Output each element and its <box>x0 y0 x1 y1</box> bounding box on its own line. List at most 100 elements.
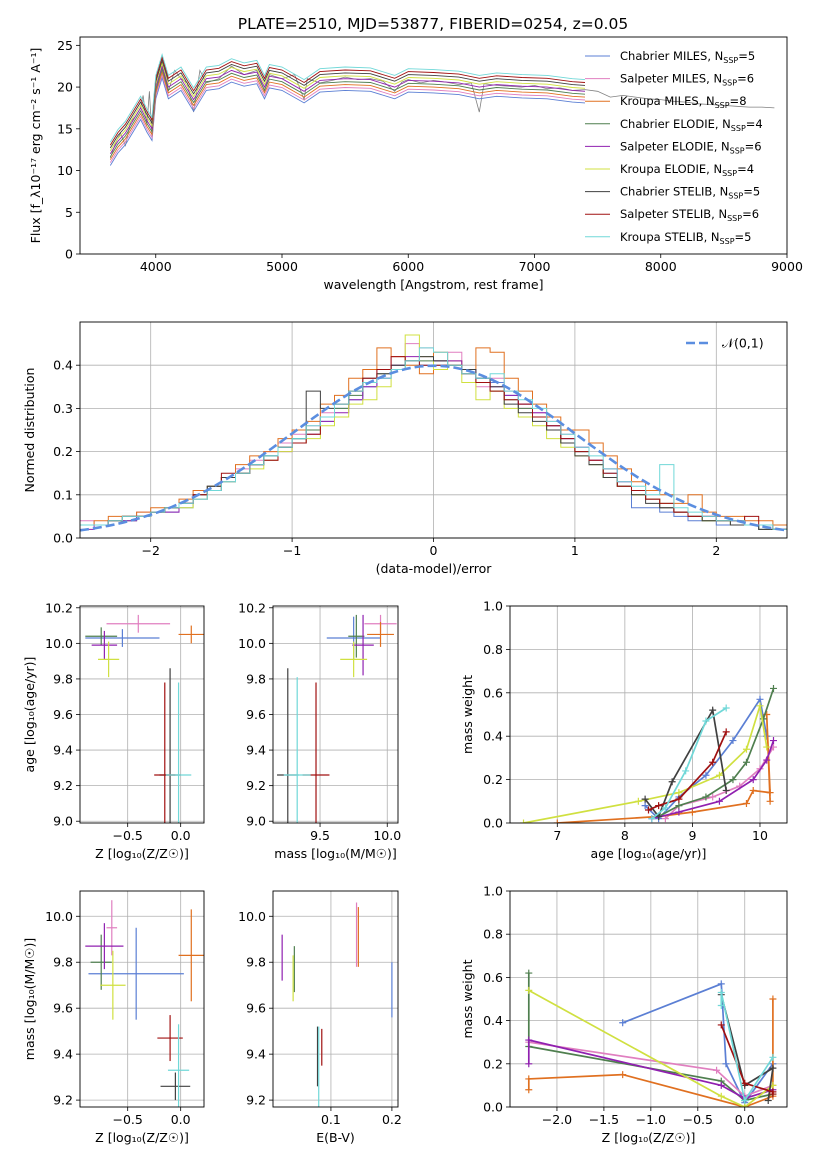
plus-marker <box>525 986 533 994</box>
x-tick-label: 8000 <box>645 259 677 274</box>
x-tick-label: −2 <box>141 543 159 558</box>
x-tick-label: 1 <box>571 543 579 558</box>
legend-label: Chabrier STELIB, NSSP=5 <box>620 185 760 201</box>
plus-marker <box>742 745 750 753</box>
plot-area <box>277 614 397 823</box>
model-spectrum-line <box>109 76 586 166</box>
error-bar-point <box>85 627 118 646</box>
x-tick-label: 2 <box>712 543 720 558</box>
axes-frame <box>509 890 788 1108</box>
plus-marker <box>655 802 663 810</box>
plus-marker <box>525 969 533 977</box>
error-bar-point <box>85 923 124 970</box>
x-tick-label: 9.5 <box>310 828 330 843</box>
x-axis-label: mass [log₁₀(M/M☉)] <box>274 846 396 861</box>
y-tick-label: 9.2 <box>246 778 266 793</box>
plus-marker <box>688 808 696 816</box>
x-tick-label: 7 <box>553 828 561 843</box>
legend-nssp-value: 6 <box>754 139 761 153</box>
error-bar-point <box>352 614 374 676</box>
plus-marker <box>675 795 683 803</box>
x-axis-label: E(B-V) <box>316 1130 355 1145</box>
plot-area <box>281 902 393 1107</box>
model-spectrum-line <box>109 55 586 146</box>
legend-label: Salpeter MILES, NSSP=6 <box>620 72 754 88</box>
y-tick-label: 9.0 <box>246 814 266 829</box>
model-spectrum-line <box>109 73 586 163</box>
axes-frame <box>79 890 205 1108</box>
plus-marker <box>766 797 774 805</box>
legend-label: Chabrier ELODIE, NSSP=4 <box>620 117 763 133</box>
x-axis-label: (data-model)/error <box>376 561 493 576</box>
axes-frame <box>79 605 205 824</box>
plus-marker <box>729 776 737 784</box>
legend-series-name: Chabrier ELODIE <box>620 117 715 131</box>
plus-marker <box>769 1090 777 1098</box>
error-bar-point <box>91 630 118 660</box>
legend-nssp-value: 8 <box>739 94 746 108</box>
y-tick-label: 9.8 <box>246 955 266 970</box>
plus-marker <box>641 795 649 803</box>
legend-series-name: Salpeter STELIB <box>620 207 711 221</box>
plus-marker <box>717 980 725 988</box>
legend-label: Kroupa MILES, NSSP=8 <box>620 94 747 110</box>
plus-marker <box>713 1066 721 1074</box>
grid <box>273 891 398 1107</box>
axes-frame <box>272 890 399 1108</box>
error-bar-point <box>367 622 394 647</box>
y-tick-label: 0.2 <box>483 1056 503 1071</box>
legend-label: Chabrier MILES, NSSP=5 <box>620 49 755 65</box>
y-tick-label: 0.4 <box>483 729 503 744</box>
y-tick-label: 9.4 <box>246 743 266 758</box>
plus-marker <box>553 819 561 823</box>
x-tick-label: 0.0 <box>171 1112 191 1127</box>
y-axis-label: mass weight <box>460 959 475 1038</box>
y-tick-label: 10.0 <box>45 909 73 924</box>
legend-label: Salpeter STELIB, NSSP=6 <box>620 207 759 223</box>
y-tick-label: 9.6 <box>53 1001 73 1016</box>
legend-label: Kroupa ELODIE, NSSP=4 <box>620 162 754 178</box>
plus-marker <box>648 815 656 823</box>
plus-marker <box>717 1092 725 1100</box>
model-spectrum-line <box>109 52 586 143</box>
error-bar-point <box>85 629 160 647</box>
y-tick-label: 25 <box>57 38 73 53</box>
plus-marker <box>709 758 717 766</box>
y-tick-label: 0.0 <box>483 816 503 831</box>
y-tick-label: 0.3 <box>53 401 73 416</box>
y-tick-label: 9.4 <box>53 1047 73 1062</box>
plus-marker <box>764 1097 772 1105</box>
mass-weight-line <box>651 740 775 820</box>
grid <box>273 606 398 823</box>
plot-area <box>85 614 204 823</box>
error-bar-point <box>106 614 171 633</box>
x-tick-label: 4000 <box>140 259 172 274</box>
x-tick-label: 0 <box>430 543 438 558</box>
plus-marker <box>702 717 710 725</box>
y-tick-label: 9.6 <box>246 1001 266 1016</box>
legend-nssp-value: 6 <box>747 72 754 86</box>
legend-nssp-value: 5 <box>744 230 751 244</box>
y-tick-label: 1.0 <box>483 884 503 899</box>
plot-area <box>109 52 775 166</box>
spectrum-legend: Chabrier MILES, NSSP=5 Salpeter MILES, NS… <box>585 49 763 246</box>
y-tick-label: 9.0 <box>53 814 73 829</box>
x-tick-label: −0.5 <box>113 1112 143 1127</box>
y-tick-label: 0.2 <box>483 772 503 787</box>
y-tick-label: 10 <box>57 163 73 178</box>
x-tick-label: −1.0 <box>636 1112 666 1127</box>
plus-marker <box>722 728 730 736</box>
legend-nssp-value: 6 <box>752 207 759 221</box>
plus-marker <box>722 786 730 794</box>
y-tick-label: 9.6 <box>53 707 73 722</box>
plot-area <box>85 900 204 1107</box>
x-tick-label: 9000 <box>771 259 803 274</box>
plus-marker <box>525 1060 533 1068</box>
x-tick-label: 6000 <box>392 259 424 274</box>
plus-marker <box>702 793 710 801</box>
z-mass-panel: −0.5 0.0 9.2 9.4 9.6 9.8 10.0 Z [log₁₀(Z/Z☉)] ma… <box>22 890 205 1145</box>
x-tick-label: −1 <box>283 543 301 558</box>
y-axis-label: Normed distribution <box>22 368 37 493</box>
plus-marker <box>769 684 777 692</box>
x-tick-label: 5000 <box>266 259 298 274</box>
